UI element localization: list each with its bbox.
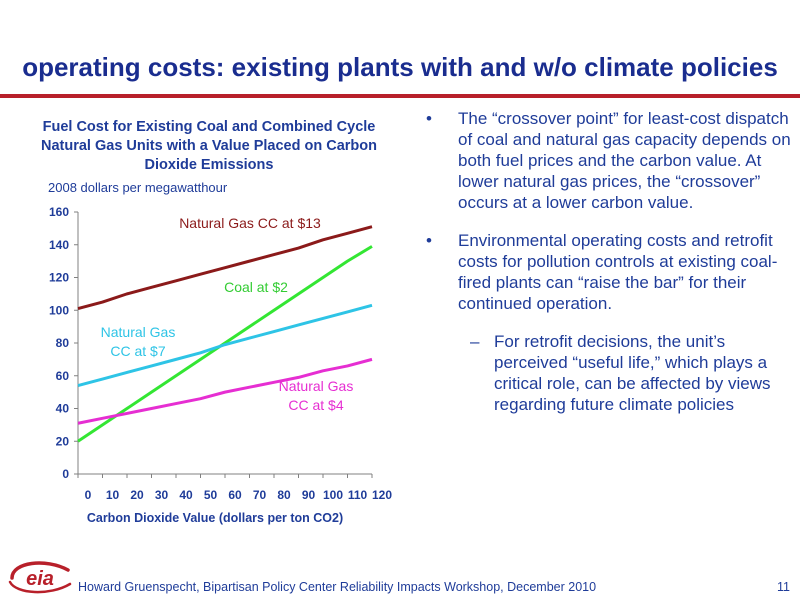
bullet-list: • The “crossover point” for least-cost d… xyxy=(424,108,794,415)
sub-bullet-dash: – xyxy=(470,332,480,351)
series-line-4 xyxy=(77,357,373,425)
x-tick-label: 50 xyxy=(204,488,218,502)
series-label-1: Natural Gas CC at $13 xyxy=(179,215,321,231)
chart-units-label: 2008 dollars per megawatthour xyxy=(48,180,228,195)
x-tick-label: 40 xyxy=(179,488,193,502)
bullet-text-1: The “crossover point” for least-cost dis… xyxy=(458,109,791,212)
x-tick-label: 120 xyxy=(372,488,392,502)
series-line-1 xyxy=(77,225,373,311)
x-tick-label: 100 xyxy=(323,488,343,502)
x-tick-label: 10 xyxy=(106,488,120,502)
y-tick-label: 100 xyxy=(49,303,69,317)
sub-bullet-text: For retrofit decisions, the unit’s perce… xyxy=(494,332,771,414)
title-rule xyxy=(0,94,800,98)
chart-title: Fuel Cost for Existing Coal and Combined… xyxy=(41,119,377,173)
bullet-dot: • xyxy=(426,231,432,250)
x-tick-label: 0 xyxy=(85,488,92,502)
x-tick-label: 20 xyxy=(130,488,144,502)
x-tick-label: 70 xyxy=(253,488,267,502)
x-tick-label: 90 xyxy=(302,488,316,502)
x-axis-label: Carbon Dioxide Value (dollars per ton CO… xyxy=(86,511,344,525)
footer-text: Howard Gruenspecht, Bipartisan Policy Ce… xyxy=(78,580,597,594)
y-tick-label: 120 xyxy=(49,271,69,285)
series-label-3: CC at $7 xyxy=(110,343,165,359)
series-label-3: Natural Gas xyxy=(101,324,176,340)
bullet-item-1: • The “crossover point” for least-cost d… xyxy=(424,108,794,213)
page-number: 11 xyxy=(777,580,790,594)
y-tick-label: 20 xyxy=(56,434,70,448)
y-tick-label: 0 xyxy=(62,467,69,481)
y-tick-label: 60 xyxy=(56,369,70,383)
series-label-2: Coal at $2 xyxy=(224,279,288,295)
y-tick-label: 160 xyxy=(49,205,69,219)
bullet-text-2: Environmental operating costs and retrof… xyxy=(458,231,778,313)
bullet-dot: • xyxy=(426,109,432,128)
series-line-2 xyxy=(77,245,373,443)
y-tick-label: 140 xyxy=(49,238,69,252)
series-label-4: Natural Gas xyxy=(279,378,354,394)
bullet-item-2: • Environmental operating costs and retr… xyxy=(424,230,794,314)
slide-title: operating costs: existing plants with an… xyxy=(22,52,778,82)
y-tick-label: 40 xyxy=(56,402,70,416)
sub-bullet-item: – For retrofit decisions, the unit’s per… xyxy=(424,331,794,415)
x-tick-label: 110 xyxy=(348,488,368,502)
x-tick-label: 60 xyxy=(228,488,242,502)
x-tick-label: 80 xyxy=(277,488,291,502)
series-label-4: CC at $4 xyxy=(288,397,343,413)
series-line-3 xyxy=(77,303,373,388)
eia-logo: eia xyxy=(8,561,72,594)
x-tick-label: 30 xyxy=(155,488,169,502)
logo-text: eia xyxy=(26,568,54,590)
y-tick-label: 80 xyxy=(56,336,70,350)
